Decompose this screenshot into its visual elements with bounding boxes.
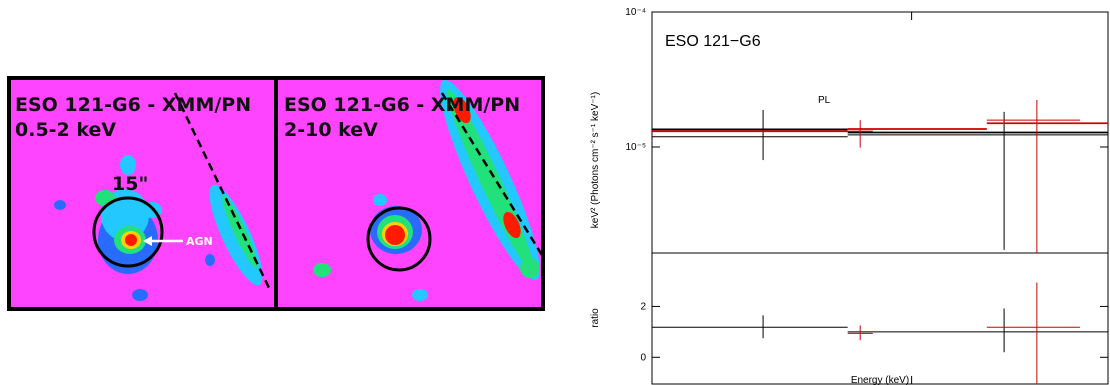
plot-frame: [651, 252, 1109, 385]
image-soft: [11, 80, 274, 307]
plot-title: ESO 121−G6: [665, 33, 761, 50]
image-hard: [278, 80, 541, 307]
arrow-label: AGN: [186, 235, 213, 248]
image-title: ESO 121-G6 - XMM/PN: [284, 94, 520, 116]
y-axis-label: keV² (Photons cm⁻² s⁻¹ keV⁻¹): [590, 92, 601, 228]
y-tick-label: 2: [640, 301, 646, 312]
image-divider: [274, 76, 278, 311]
scale-label: 15": [112, 173, 148, 195]
x-axis-label: Energy (keV): [851, 375, 909, 385]
annotation: PL: [818, 95, 831, 106]
y-tick-label: 10⁻⁵: [625, 142, 646, 153]
image-band: 0.5-2 keV: [15, 119, 116, 141]
spectrum-data: [652, 99, 1108, 253]
image-title: ESO 121-G6 - XMM/PN: [15, 94, 251, 116]
y-tick-label: 10⁻⁴: [625, 7, 646, 18]
image-band: 2-10 keV: [284, 119, 378, 141]
y-tick-label: 0: [640, 352, 646, 363]
y-axis-label: ratio: [590, 308, 601, 328]
ratio-data: [652, 282, 1108, 384]
